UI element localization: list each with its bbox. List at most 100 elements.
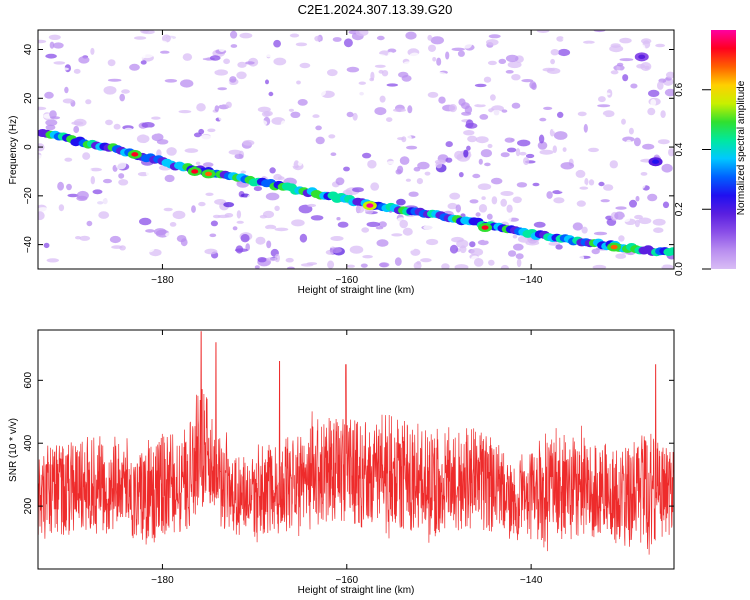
spectrogram-cell [482, 233, 489, 241]
spectrogram-cell [487, 143, 493, 149]
spectrogram-cell [578, 49, 585, 56]
spectrogram-cell [113, 123, 121, 130]
spectrogram-cell [463, 149, 469, 158]
spectrogram-cell [57, 181, 64, 191]
spectrogram-cell [598, 181, 605, 187]
snr-y-axis: 200 400 600 [23, 372, 674, 514]
spectrogram-cell [433, 72, 448, 79]
spectrogram-cell [244, 253, 250, 257]
spectrogram-cell [550, 58, 555, 65]
spectrogram-cell [451, 47, 465, 51]
spectrogram-cell [526, 189, 532, 195]
spectrogram-cell [296, 80, 301, 85]
spectrogram-cell [652, 218, 666, 226]
spectrogram-cell [284, 152, 297, 162]
spectrogram-cell [456, 239, 469, 249]
spectrogram-cell [557, 111, 564, 118]
spectrogram-cell [395, 169, 402, 175]
spectrogram-cell [516, 258, 522, 268]
spectrogram-frame [37, 29, 675, 270]
spectrogram-x-axis: −180 −160 −140 [151, 30, 543, 286]
spectrogram-cell [597, 104, 611, 108]
spectrogram-cell [119, 245, 126, 251]
spectrogram-cell [198, 128, 205, 135]
spectrogram-cell [299, 62, 311, 69]
spectrogram-cell [555, 244, 563, 250]
spectrogram-cell [593, 30, 606, 33]
spectrogram-cell [516, 44, 523, 53]
spectrogram-cell [410, 248, 421, 256]
spectrogram-cell [625, 139, 632, 148]
spectrogram-cell [42, 98, 49, 102]
spectrogram-cell [176, 204, 189, 208]
spectrogram-cell [298, 204, 313, 214]
spectrogram-cell [236, 220, 244, 224]
spectrogram-cell [451, 259, 460, 266]
spectrogram-cell [301, 53, 310, 58]
spectrogram-cell [558, 185, 571, 193]
colorbar-label: Normalized spectral amplitude [736, 80, 747, 215]
spectrogram-cell [44, 144, 55, 151]
spectrogram-cell [562, 67, 571, 76]
spectrogram-cell [180, 79, 194, 88]
spectrogram-cell [85, 248, 98, 253]
colorbar [711, 30, 736, 269]
hotspot-cell [481, 225, 489, 230]
spectrogram-cell [70, 41, 80, 46]
y-tick-label: 400 [23, 434, 34, 451]
spectrogram-cell [240, 170, 247, 174]
spectrogram-cell [49, 41, 55, 49]
spectrogram-cell [223, 58, 231, 65]
spectrogram-cell [588, 69, 599, 78]
spectrogram-cell [511, 74, 521, 81]
spectrogram-cell [477, 183, 492, 190]
spectrogram-cell [312, 71, 323, 76]
spectrogram-cell [176, 235, 187, 243]
x-tick-label: −180 [151, 575, 174, 586]
spectrogram-cell [299, 233, 308, 243]
x-tick-label: −160 [336, 275, 359, 286]
spectrogram-cell [118, 173, 125, 179]
spectrogram-cell [66, 183, 72, 191]
spectrogram-cell [557, 155, 568, 159]
spectrogram-cell [500, 191, 514, 196]
spectrogram-cell [195, 161, 201, 165]
spectrogram-cell [285, 198, 292, 204]
spectrogram-cell [553, 131, 568, 140]
spectrogram-cell [159, 53, 171, 59]
spectrogram-cell [64, 157, 73, 162]
spectrogram-cell [406, 145, 418, 150]
spectrogram-cell [424, 171, 431, 176]
spectrogram-cell [80, 167, 92, 174]
spectrogram-cell [395, 51, 407, 57]
spectrogram-cell [545, 178, 552, 184]
spectrogram-cell [228, 149, 242, 155]
spectrogram-cell [257, 257, 267, 263]
spectrogram-cell [660, 110, 666, 118]
spectrogram-cell [196, 54, 209, 59]
spectrogram-cell [362, 255, 373, 259]
spectrogram-cell [640, 172, 648, 176]
spectrogram-cell [616, 62, 624, 67]
spectrogram-cell [562, 147, 567, 153]
spectrogram-cell [198, 220, 211, 224]
spectrogram-cell [575, 169, 586, 178]
spectrogram-cell [96, 198, 110, 207]
spectrogram-cell [559, 226, 572, 232]
spectrogram-cell [140, 60, 147, 65]
spectrogram-cell [588, 179, 595, 186]
spectrogram-cell [55, 104, 62, 113]
spectrogram-cell [178, 229, 185, 235]
spectrogram-cell [129, 63, 140, 71]
spectrogram-cell [155, 30, 168, 34]
spectrogram-cell [62, 163, 68, 171]
spectrogram-cell [477, 239, 489, 246]
spectrogram-cell [572, 183, 587, 187]
spectrogram-cell [427, 91, 439, 98]
spectrogram-cell [146, 208, 154, 217]
spectrogram-cell [370, 71, 375, 81]
spectrogram-cell [616, 65, 621, 72]
spectrogram-cell [622, 216, 631, 222]
spectrogram-cell [223, 202, 235, 208]
spectrogram-cell [572, 222, 583, 231]
